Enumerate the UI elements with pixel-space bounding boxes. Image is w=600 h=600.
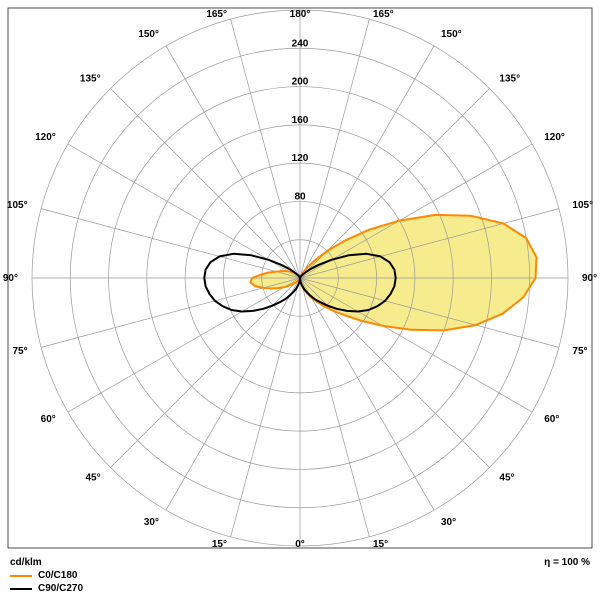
svg-text:180°: 180° xyxy=(290,9,311,20)
svg-text:15°: 15° xyxy=(373,539,388,550)
svg-text:120: 120 xyxy=(292,153,309,164)
legend-label-c90: C90/C270 xyxy=(38,583,83,594)
svg-text:105°: 105° xyxy=(7,200,28,211)
eta-label: η = 100 % xyxy=(544,557,590,568)
legend-swatch-c0 xyxy=(10,575,32,577)
svg-text:15°: 15° xyxy=(212,539,227,550)
polar-chart-svg: 80 120 160 200 240 0° 15° 15° 30° 30° 45° 45° 60° 60°… xyxy=(0,0,600,600)
svg-text:165°: 165° xyxy=(373,9,394,20)
svg-text:60°: 60° xyxy=(544,414,559,425)
svg-text:135°: 135° xyxy=(499,74,520,85)
svg-text:80: 80 xyxy=(294,191,306,202)
svg-text:45°: 45° xyxy=(499,472,514,483)
svg-text:90°: 90° xyxy=(582,273,597,284)
svg-text:75°: 75° xyxy=(572,346,587,357)
legend-label-c0: C0/C180 xyxy=(38,570,77,581)
svg-text:150°: 150° xyxy=(441,29,462,40)
svg-text:0°: 0° xyxy=(295,539,305,550)
footer: cd/klm η = 100 % C0/C180 C90/C270 xyxy=(0,553,600,600)
svg-text:160: 160 xyxy=(292,115,309,126)
legend-item-c90: C90/C270 xyxy=(10,583,590,594)
svg-text:120°: 120° xyxy=(544,132,565,143)
svg-text:240: 240 xyxy=(292,38,309,49)
svg-text:120°: 120° xyxy=(35,132,56,143)
svg-text:165°: 165° xyxy=(206,9,227,20)
svg-text:75°: 75° xyxy=(12,346,27,357)
svg-text:200: 200 xyxy=(292,77,309,88)
polar-chart-container: { "chart": { "type": "polar-light-distri… xyxy=(0,0,600,600)
legend-swatch-c90 xyxy=(10,588,32,590)
svg-text:60°: 60° xyxy=(41,414,56,425)
legend-item-c0: C0/C180 xyxy=(10,570,590,581)
svg-text:30°: 30° xyxy=(441,517,456,528)
svg-text:135°: 135° xyxy=(80,74,101,85)
svg-text:150°: 150° xyxy=(138,29,159,40)
svg-text:30°: 30° xyxy=(144,517,159,528)
svg-text:45°: 45° xyxy=(85,472,100,483)
svg-text:90°: 90° xyxy=(3,273,18,284)
unit-label: cd/klm xyxy=(10,557,42,568)
svg-text:105°: 105° xyxy=(572,200,593,211)
